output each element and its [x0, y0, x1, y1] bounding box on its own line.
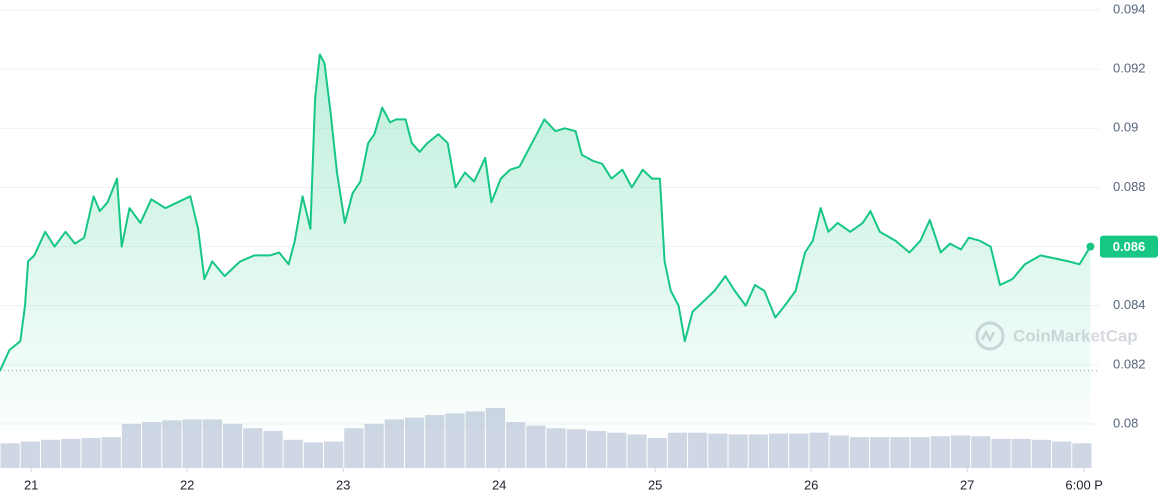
x-tick-label: 21 — [24, 477, 38, 492]
volume-bar — [303, 442, 324, 468]
price-tag-label: 0.086 — [1113, 239, 1146, 254]
area — [0, 54, 1091, 431]
volume-bar — [768, 433, 789, 468]
volume-bar — [586, 430, 607, 468]
volume-bar — [991, 438, 1011, 468]
y-tick-label: 0.092 — [1113, 61, 1146, 76]
volume-bar — [829, 435, 849, 468]
x-tick-label: 6:00 P — [1065, 477, 1103, 492]
volume-bar — [384, 419, 404, 468]
volume-bar — [667, 432, 688, 468]
last-point — [1086, 242, 1095, 251]
volume-bar — [890, 437, 910, 468]
x-tick-label: 25 — [648, 477, 662, 492]
y-tick-label: 0.08 — [1113, 415, 1138, 430]
watermark-text: CoinMarketCap — [1013, 326, 1138, 345]
x-tick-label: 27 — [960, 477, 974, 492]
volume-bar — [1072, 443, 1092, 468]
price-line — [0, 53, 1092, 372]
y-tick-label: 0.094 — [1113, 1, 1146, 16]
volume-bar — [930, 436, 950, 468]
watermark: CoinMarketCap — [975, 321, 1138, 351]
volume-bar — [789, 433, 809, 468]
volume-bar — [20, 441, 40, 468]
x-tick-label: 23 — [336, 477, 350, 492]
volume-bar — [748, 434, 768, 468]
volume-bar — [1052, 441, 1072, 468]
volume-bar — [81, 438, 101, 468]
x-tick-label: 22 — [180, 477, 194, 492]
volume-bar — [121, 423, 142, 468]
volume-bar — [182, 419, 202, 468]
volume-bar — [1011, 438, 1031, 468]
volume-bar — [526, 425, 546, 468]
volume-bar — [607, 432, 627, 468]
volume-bar — [910, 437, 930, 468]
volume-bar — [283, 439, 303, 468]
volume-bar — [728, 434, 748, 468]
y-tick-label: 0.088 — [1113, 179, 1146, 194]
volume-bar — [566, 429, 586, 468]
volume-bar — [364, 423, 384, 468]
x-tick-label: 24 — [492, 477, 506, 492]
volume-bar — [222, 423, 243, 468]
volume-bar — [506, 422, 526, 468]
volume-bar — [243, 428, 263, 468]
y-tick-label: 0.082 — [1113, 356, 1146, 371]
x-tick-label: 26 — [804, 477, 818, 492]
volume-bar — [627, 434, 647, 468]
volume-bar — [849, 437, 870, 468]
price-tag — [1100, 235, 1158, 258]
volume-bar — [971, 436, 991, 468]
volume-bar — [688, 432, 708, 468]
volume-bar — [546, 428, 566, 468]
volume-bar — [101, 437, 121, 468]
volume-bar — [870, 437, 890, 468]
volume-bar — [950, 435, 971, 468]
volume-bar — [809, 432, 829, 468]
volume-bar — [263, 430, 283, 468]
volume-bar — [344, 428, 364, 468]
volume-bar — [647, 438, 667, 468]
volume-bar — [40, 439, 61, 468]
volume-bar — [162, 420, 182, 468]
volume-bar — [202, 419, 222, 468]
volume-bar — [1031, 439, 1052, 468]
volume-bar — [324, 441, 344, 468]
volume-bar — [61, 438, 81, 468]
volume-bar — [708, 433, 728, 468]
volume-bar — [0, 443, 20, 468]
volume-bar — [404, 417, 425, 468]
volume-bar — [142, 422, 162, 468]
y-tick-label: 0.084 — [1113, 297, 1146, 312]
y-tick-label: 0.09 — [1113, 120, 1138, 135]
